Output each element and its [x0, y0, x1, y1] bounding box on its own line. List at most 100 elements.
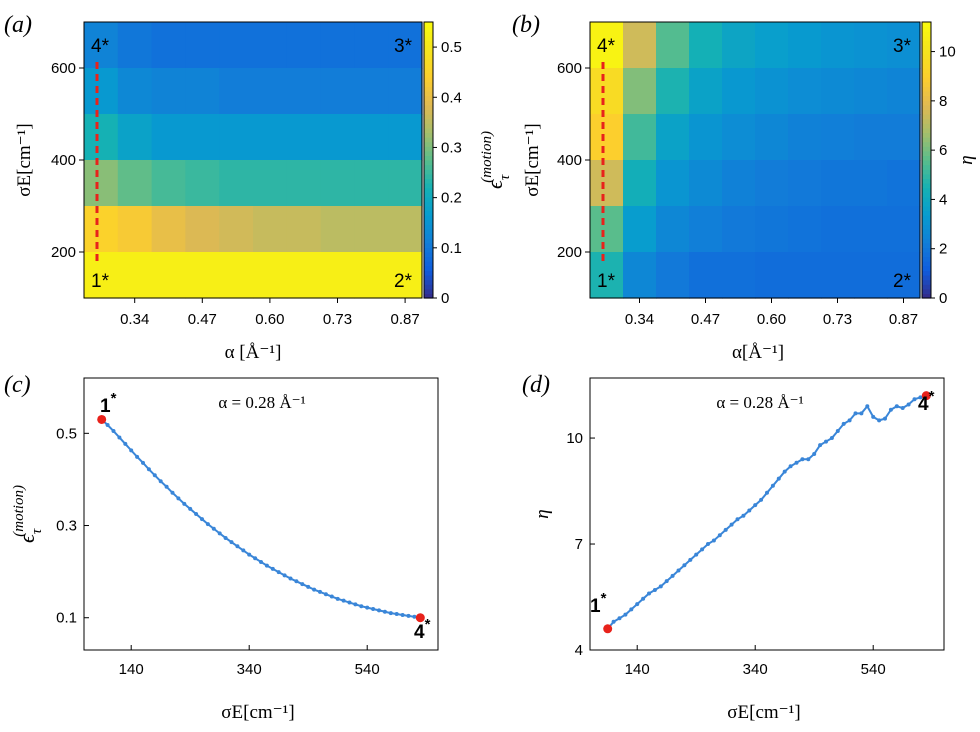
colorbar-segment: [922, 127, 931, 133]
corner-label-a-3: 3*: [394, 36, 413, 57]
colorbar-segment: [424, 63, 433, 69]
heatmap-cell: [854, 114, 888, 161]
colorbar-tick-label: 4: [939, 191, 947, 208]
data-point: [129, 448, 134, 453]
colorbar-segment: [424, 118, 433, 124]
heatmap-cell: [821, 22, 855, 69]
heatmap-cell: [887, 252, 921, 299]
data-point: [617, 616, 622, 621]
heatmap-cell: [755, 22, 789, 69]
colorbar-segment: [424, 137, 433, 143]
colorbar-segment: [922, 261, 931, 267]
heatmap-cell: [689, 22, 723, 69]
heatmap-cell: [219, 114, 254, 161]
data-point: [676, 568, 681, 573]
data-point: [146, 467, 151, 472]
colorbar-segment: [922, 160, 931, 166]
heatmap-cell: [84, 252, 119, 299]
heatmap-cell: [151, 68, 186, 115]
colorbar-segment: [922, 206, 931, 212]
colorbar-label-a: ϵτ(motion): [479, 131, 513, 189]
y-tick-label: 200: [557, 244, 582, 261]
heatmap-cell: [117, 114, 153, 161]
data-point: [912, 397, 917, 402]
heatmap-cell: [722, 206, 756, 253]
x-axis-label-c: σE[cm⁻¹]: [221, 702, 294, 723]
heatmap-cell: [354, 252, 389, 299]
data-point: [688, 557, 693, 562]
colorbar-segment: [424, 270, 433, 276]
heatmap-cell: [590, 114, 624, 161]
heatmap-cell: [854, 160, 888, 207]
colorbar-segment: [922, 192, 931, 198]
heatmap-cell: [185, 22, 220, 69]
heatmap-cell: [253, 160, 288, 207]
heatmap-cell: [388, 114, 423, 161]
heatmap-cell: [887, 114, 921, 161]
heatmap-cell: [354, 114, 389, 161]
data-point: [629, 607, 634, 612]
y-tick-label: 0.5: [56, 425, 77, 442]
heatmap-cell: [623, 68, 657, 115]
y-axis-label-b: σE[cm⁻¹]: [522, 123, 543, 196]
panel-label-d: (d): [522, 372, 550, 398]
colorbar-frame: [921, 21, 932, 299]
start-label-d: 1*: [590, 590, 607, 617]
heatmap-cell: [219, 206, 254, 253]
data-point: [706, 542, 710, 547]
heatmap-cell: [286, 114, 322, 161]
data-point: [735, 517, 740, 522]
heatmap-cell: [253, 252, 288, 299]
colorbar-segment: [424, 123, 433, 129]
data-point: [741, 513, 746, 518]
heatmap-cell: [253, 68, 288, 115]
x-tick-label: 0.73: [823, 311, 852, 328]
colorbar-segment: [424, 183, 433, 189]
heatmap-cell: [854, 252, 888, 299]
heatmap-cell: [388, 252, 423, 299]
corner-label-b-3: 3*: [893, 36, 912, 57]
data-point: [647, 591, 651, 596]
data-point: [382, 609, 387, 614]
data-point: [723, 527, 728, 532]
corner-label-a-4: 4*: [91, 36, 110, 57]
colorbar-label-a-main: ϵ: [482, 179, 507, 189]
colorbar-segment: [922, 187, 931, 193]
colorbar-segment: [922, 104, 931, 110]
heatmap-cell: [788, 22, 822, 69]
heatmap-cell: [253, 22, 288, 69]
corner-label-b-4: 4*: [597, 36, 616, 57]
colorbar-segment: [424, 45, 433, 51]
y-tick-label: 200: [51, 244, 76, 261]
heatmap-cell: [821, 160, 855, 207]
colorbar-segment: [424, 86, 433, 92]
colorbar-segment: [922, 284, 931, 290]
corner-label-a-1: 1*: [91, 271, 110, 292]
heatmap-cell: [84, 160, 119, 207]
heatmap-cell: [623, 206, 657, 253]
colorbar-segment: [424, 252, 433, 258]
colorbar-tick-label: 0: [939, 290, 947, 307]
heatmap-cell: [722, 160, 756, 207]
y-axis-label-c: ϵτ(motion): [11, 485, 45, 543]
colorbar-segment: [424, 261, 433, 267]
heatmap-cell: [286, 160, 322, 207]
colorbar-segment: [922, 123, 931, 129]
heatmap-cell: [185, 114, 220, 161]
data-point: [264, 563, 269, 568]
heatmap-cell: [185, 206, 220, 253]
data-point: [406, 613, 411, 618]
data-point: [859, 411, 864, 416]
heatmap-cell: [590, 206, 624, 253]
colorbar-segment: [424, 114, 433, 120]
colorbar-segment: [922, 275, 931, 281]
data-point: [782, 469, 787, 474]
data-point: [729, 522, 734, 527]
colorbar-segment: [424, 275, 433, 281]
data-point: [347, 600, 352, 605]
colorbar-segment: [424, 178, 433, 184]
heatmap-cell: [656, 114, 690, 161]
colorbar-segment: [424, 155, 433, 161]
heatmap-cell: [117, 22, 153, 69]
heatmap-cell: [286, 252, 322, 299]
